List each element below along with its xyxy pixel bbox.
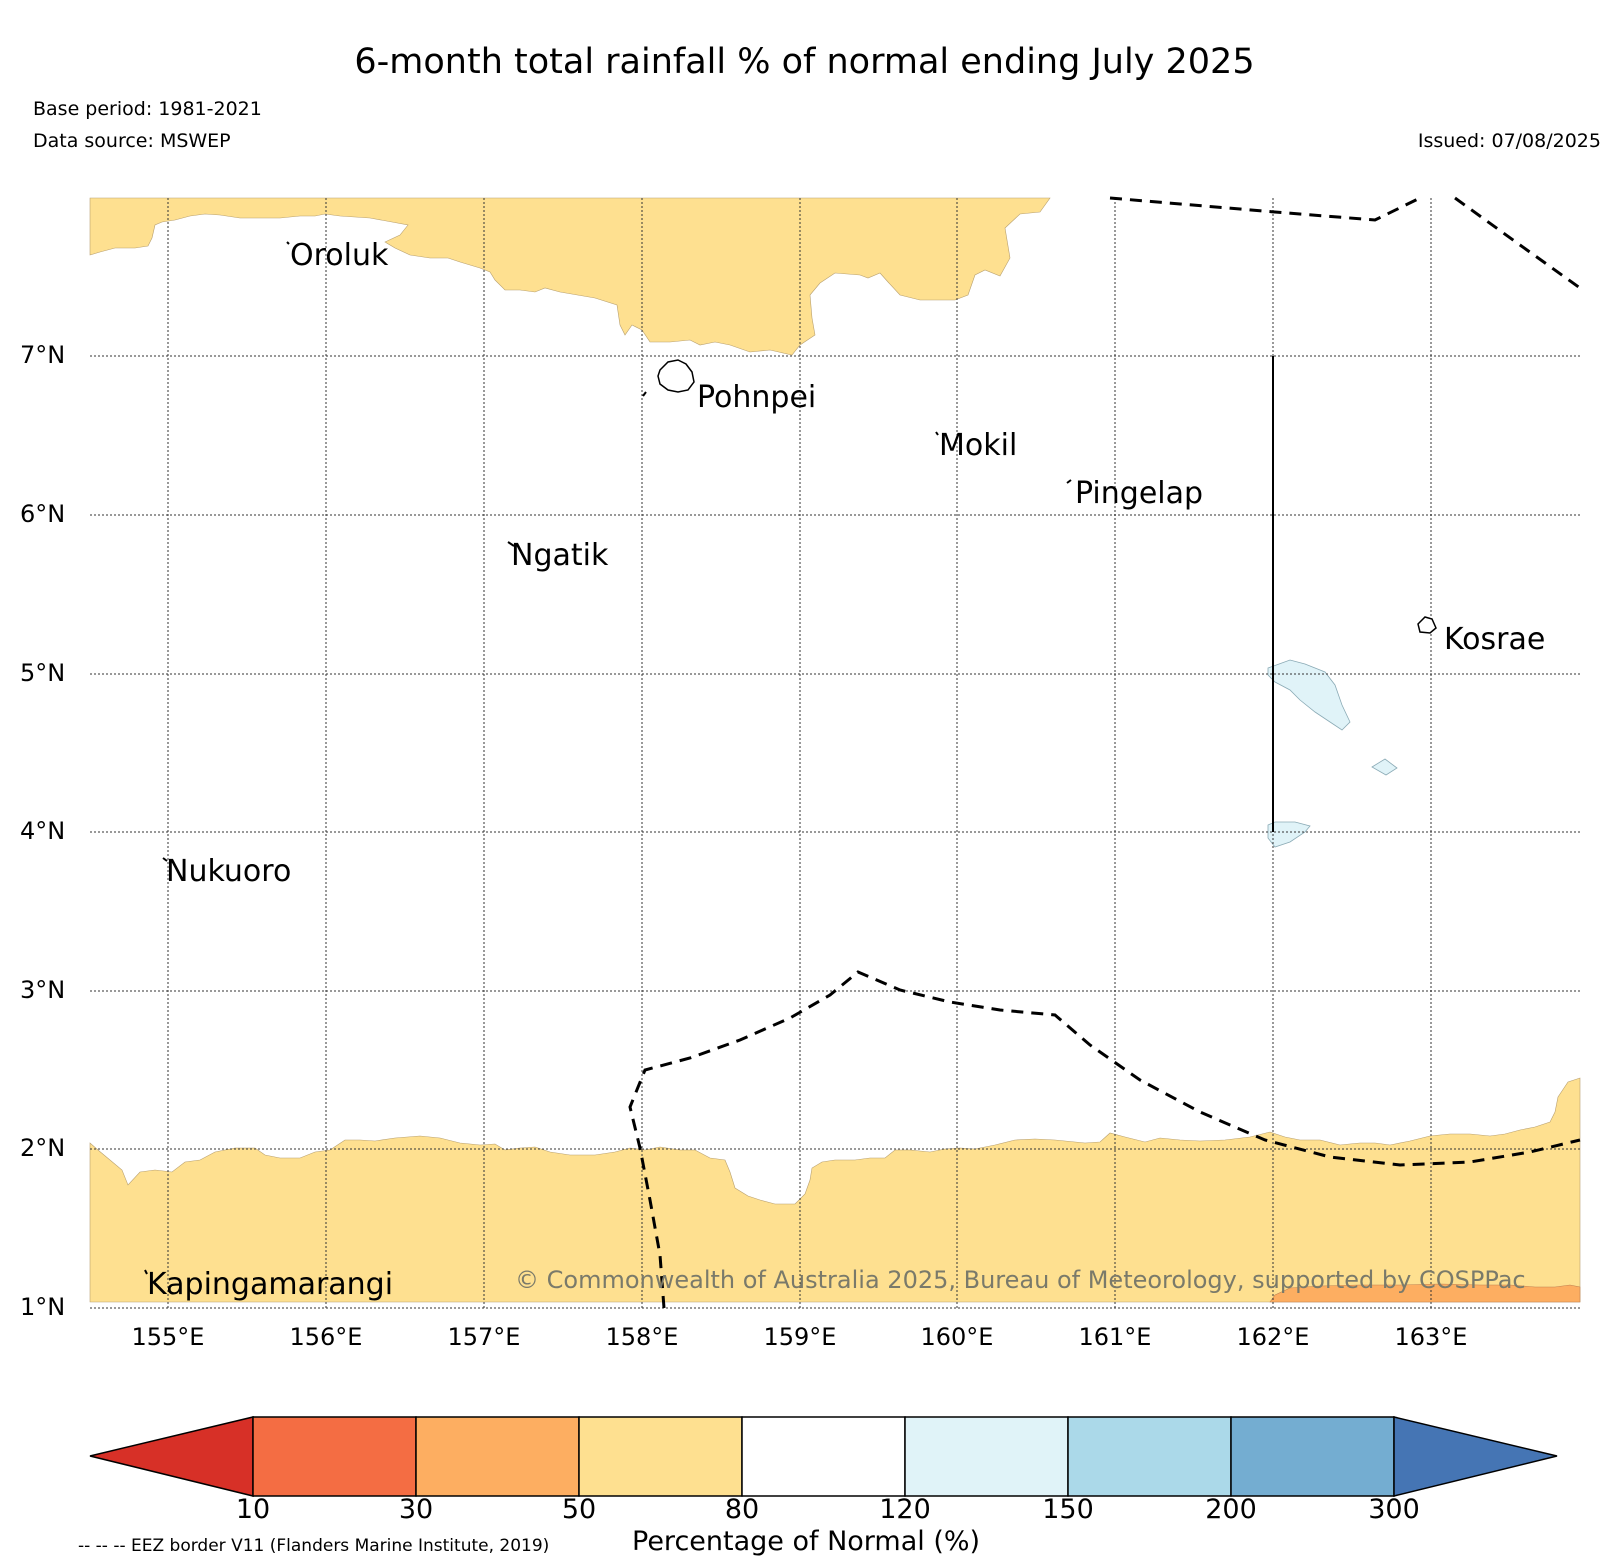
graticule: [90, 198, 1580, 1309]
colorbar-label: Percentage of Normal (%): [632, 1526, 981, 1557]
copyright-notice: © Commonwealth of Australia 2025, Bureau…: [515, 1266, 1526, 1294]
lat-label-4n: 4°N: [20, 817, 66, 845]
colorbar-200-300: [1230, 1416, 1395, 1497]
base-period: Base period: 1981-2021: [33, 98, 262, 120]
dry-region-north: [89, 197, 1051, 356]
lat-label-1n: 1°N: [20, 1293, 66, 1321]
data-source: Data source: MSWEP: [33, 130, 231, 152]
lat-label-3n: 3°N: [20, 976, 66, 1004]
eez-border-note: -- -- -- EEZ border V11 (Flanders Marine…: [78, 1536, 550, 1556]
colorbar-tick-10: 10: [235, 1494, 271, 1525]
island-label-ngatik: Ngatik: [511, 538, 609, 573]
atoll-markers: [144, 241, 1072, 1275]
colorbar-tick-80: 80: [724, 1494, 760, 1525]
lat-label-2n: 2°N: [20, 1134, 66, 1162]
colorbar-tick-120: 120: [879, 1494, 931, 1525]
lon-label-158e: 158°E: [605, 1323, 679, 1351]
colorbar-30-50: [415, 1416, 580, 1497]
issued-date: Issued: 07/08/2025: [1417, 130, 1601, 152]
eez-borders: [628, 196, 1581, 1309]
wet-region-1: [1267, 659, 1351, 731]
lat-label-7n: 7°N: [20, 341, 66, 369]
drier-region-southeast: [1269, 1283, 1581, 1303]
island-label-nukuoro: Nukuoro: [166, 854, 292, 889]
pohnpei-island: [657, 359, 695, 393]
wet-region-2: [1371, 758, 1398, 776]
colorbar-150-200: [1067, 1416, 1232, 1497]
island-label-kapingamarangi: Kapingamarangi: [147, 1267, 394, 1302]
island-label-kosrae: Kosrae: [1444, 622, 1546, 657]
colorbar-120-150: [904, 1416, 1069, 1497]
dry-region-south: [89, 1077, 1581, 1303]
colorbar-tick-300: 300: [1368, 1494, 1420, 1525]
colorbar-tick-30: 30: [398, 1494, 434, 1525]
map-background: [90, 198, 1580, 1302]
lon-label-156e: 156°E: [289, 1323, 363, 1351]
colorbar-10-30: [252, 1416, 417, 1497]
colorbar-tick-50: 50: [561, 1494, 597, 1525]
map-title: 6-month total rainfall % of normal endin…: [354, 42, 1255, 82]
colorbar-50-80: [578, 1416, 743, 1497]
lat-label-6n: 6°N: [20, 500, 66, 528]
colorbar-80-120: [741, 1416, 906, 1497]
colorbar-tick-200: 200: [1205, 1494, 1257, 1525]
island-label-pohnpei: Pohnpei: [697, 380, 817, 415]
colorbar-above-300: [1393, 1416, 1558, 1497]
lon-label-161e: 161°E: [1078, 1323, 1152, 1351]
lon-label-155e: 155°E: [131, 1323, 205, 1351]
lon-label-162e: 162°E: [1236, 1323, 1310, 1351]
island-label-mokil: Mokil: [939, 428, 1018, 463]
lat-label-5n: 5°N: [20, 659, 66, 687]
wet-region-3: [1267, 821, 1311, 848]
lon-label-159e: 159°E: [763, 1323, 837, 1351]
colorbar-tick-150: 150: [1042, 1494, 1094, 1525]
lon-label-157e: 157°E: [447, 1323, 521, 1351]
lon-label-160e: 160°E: [920, 1323, 994, 1351]
colorbar-below-10: [89, 1416, 254, 1497]
island-label-pingelap: Pingelap: [1075, 476, 1204, 511]
kosrae-island: [1417, 616, 1437, 634]
island-label-oroluk: Oroluk: [290, 238, 389, 273]
colorbar: [89, 1416, 1558, 1497]
lon-label-163e: 163°E: [1394, 1323, 1468, 1351]
